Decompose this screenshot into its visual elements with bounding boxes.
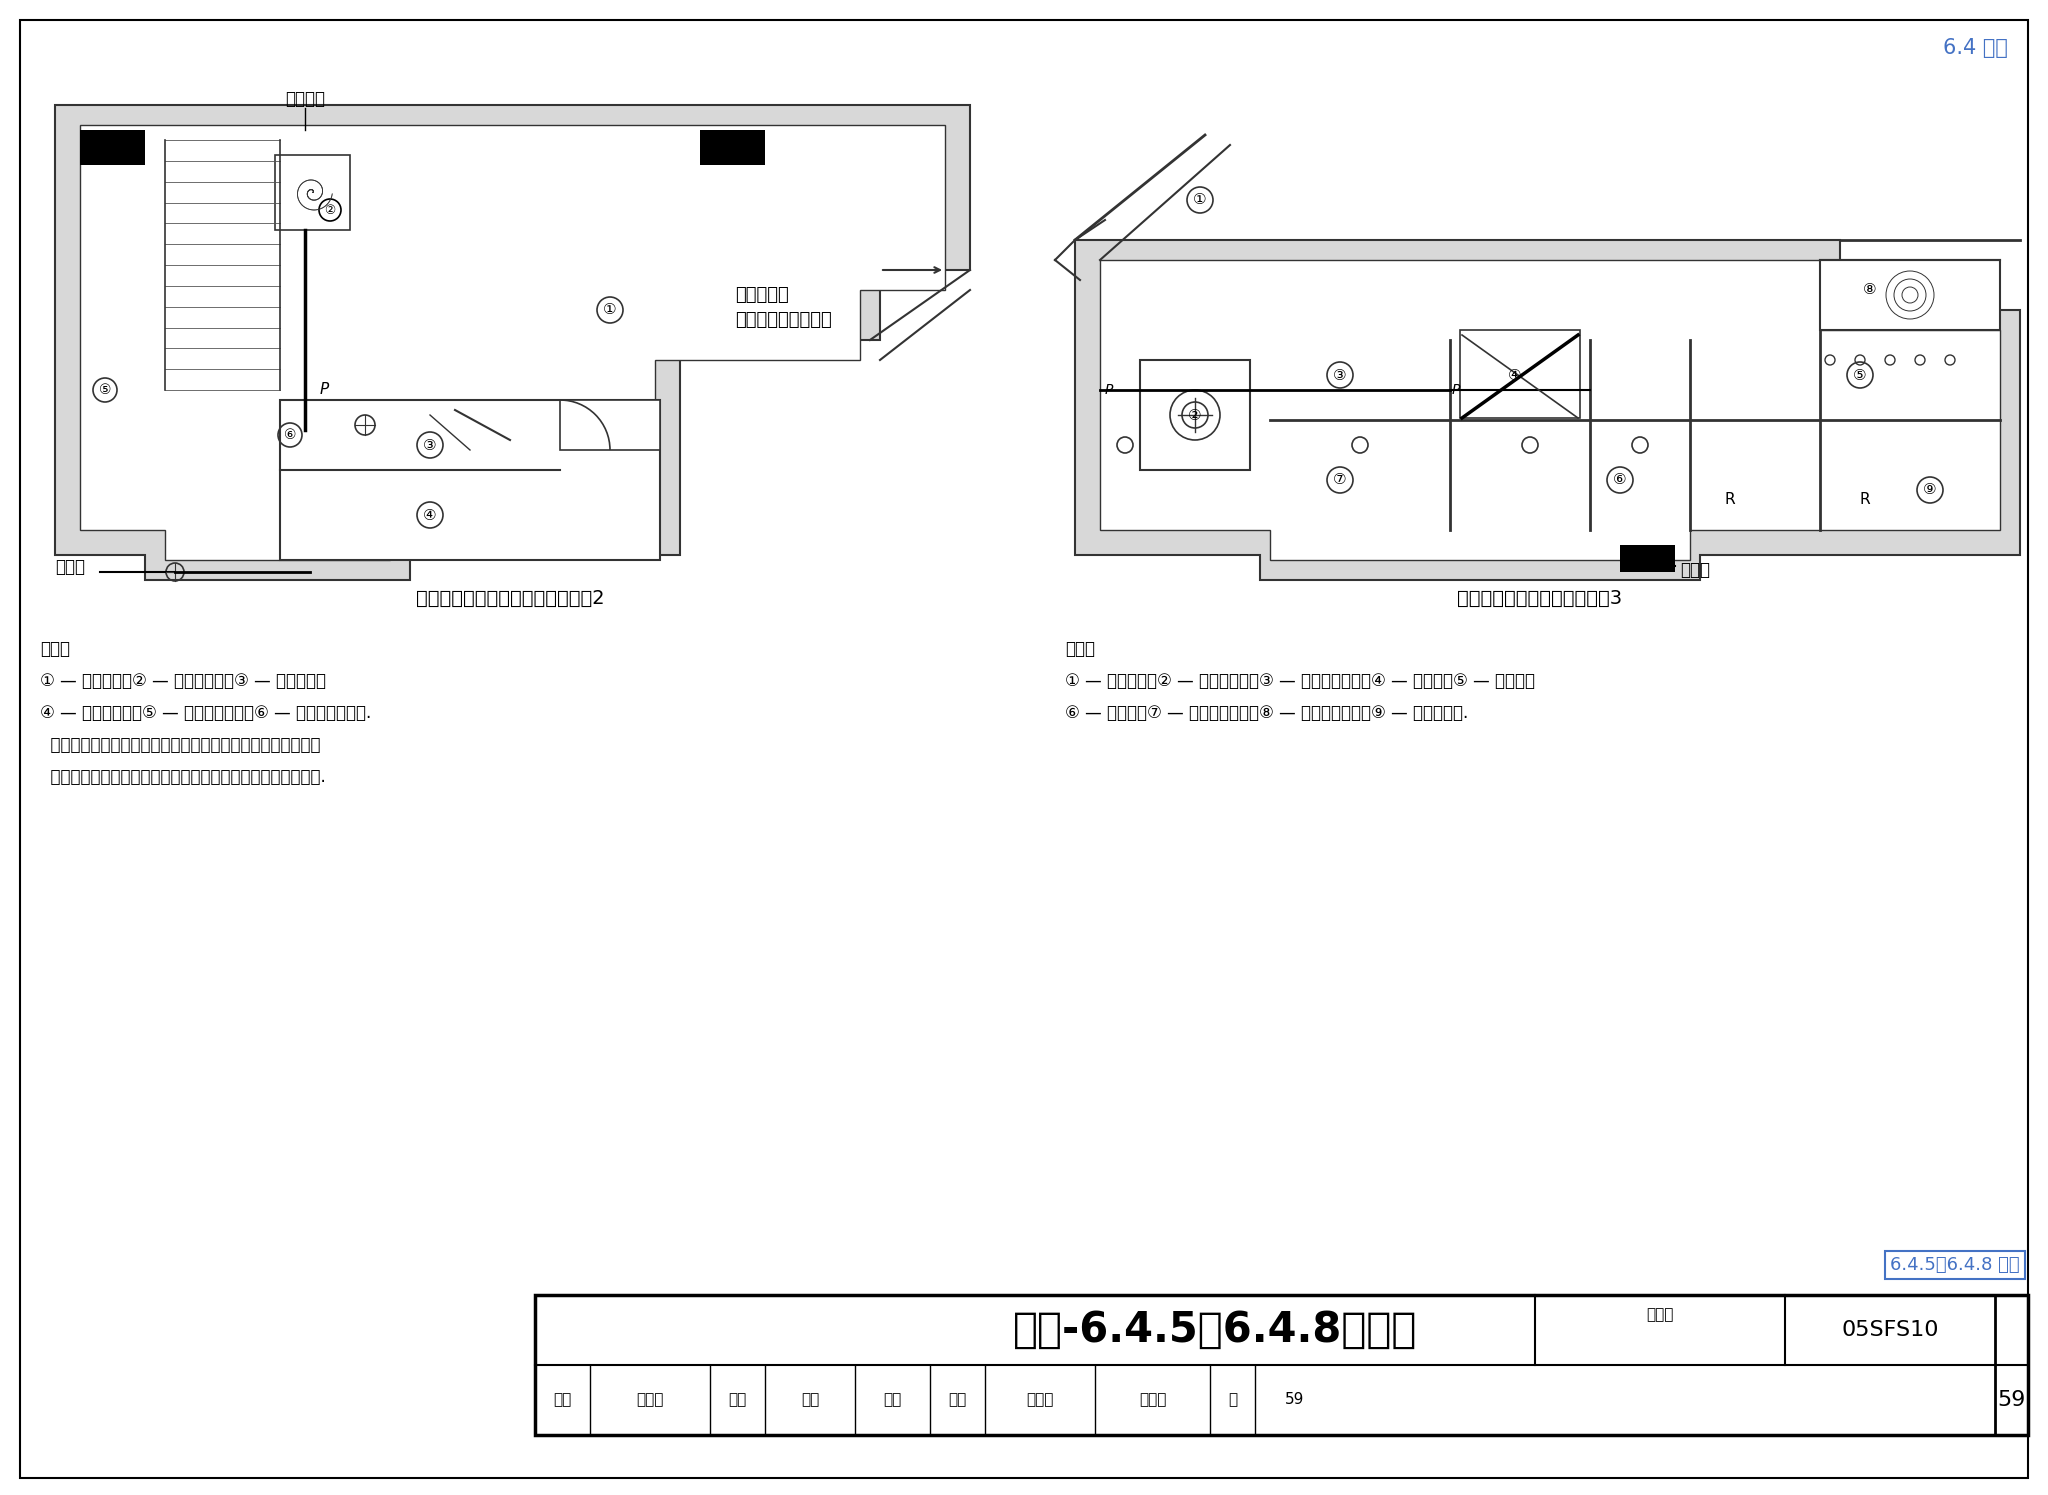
Text: 施培俊: 施培俊: [1026, 1392, 1053, 1407]
Text: ⑦: ⑦: [1333, 472, 1348, 487]
Text: 审核: 审核: [553, 1392, 571, 1407]
Text: ⑤: ⑤: [98, 383, 111, 398]
Text: 校对: 校对: [729, 1392, 748, 1407]
Text: 59: 59: [1286, 1392, 1305, 1407]
Text: ⑥ — 穿衣间；⑦ — 第二防毒通道；⑧ — 洗消水集水坑；⑨ — 室内清洁区.: ⑥ — 穿衣间；⑦ — 第二防毒通道；⑧ — 洗消水集水坑；⑨ — 室内清洁区.: [1065, 704, 1468, 722]
Text: 专多: 专多: [883, 1392, 901, 1407]
Text: ③: ③: [424, 438, 436, 453]
Text: ⑧: ⑧: [1864, 283, 1876, 298]
Bar: [535, 1295, 2028, 1435]
Bar: [1141, 360, 1249, 469]
Polygon shape: [55, 105, 971, 580]
Text: ⑥: ⑥: [285, 428, 297, 443]
Text: ① — 室外通道；② — 口部集水坑；③ — 防毒通道；: ① — 室外通道；② — 口部集水坑；③ — 防毒通道；: [41, 671, 326, 691]
Text: 洗消-6.4.5、6.4.8（续）: 洗消-6.4.5、6.4.8（续）: [1014, 1310, 1417, 1351]
Text: ④: ④: [424, 507, 436, 522]
Text: P: P: [319, 383, 330, 398]
Text: P: P: [1106, 383, 1114, 398]
Text: ②: ②: [1188, 408, 1202, 423]
Text: ①: ①: [604, 302, 616, 317]
Polygon shape: [1100, 260, 2001, 561]
Bar: [274, 155, 350, 230]
Text: ⑨: ⑨: [1923, 483, 1937, 498]
Text: 6.4.5、6.4.8 图示: 6.4.5、6.4.8 图示: [1890, 1256, 2019, 1274]
Text: P: P: [1452, 383, 1460, 398]
Text: 竞勇: 竞勇: [801, 1392, 819, 1407]
Polygon shape: [1075, 241, 2019, 580]
Text: 给水管: 给水管: [1679, 561, 1710, 579]
Text: 防毒通道内的防爆地漏在需要排水时临时打开，不使用时关闭.: 防毒通道内的防爆地漏在需要排水时临时打开，不使用时关闭.: [41, 768, 326, 786]
Text: 6.4 洗消: 6.4 洗消: [1944, 37, 2007, 58]
Bar: [281, 401, 659, 561]
Text: ① — 室外通道；② — 口部集水坑；③ — 第一防毒通道；④ — 脱衣间；⑤ — 淋浴间；: ① — 室外通道；② — 口部集水坑；③ — 第一防毒通道；④ — 脱衣间；⑤ …: [1065, 671, 1536, 691]
Text: 说明：: 说明：: [41, 640, 70, 658]
Text: 动吕俊: 动吕俊: [1139, 1392, 1165, 1407]
Bar: [559, 401, 659, 450]
Text: 图集号: 图集号: [1647, 1308, 1673, 1323]
Text: ⑥: ⑥: [1614, 472, 1626, 487]
Text: R: R: [1860, 492, 1870, 507]
Text: 页: 页: [1229, 1392, 1237, 1407]
Text: ④ — 简易洗消间；⑤ — 防空地下室内；⑥ — 平时雨水截水沟.: ④ — 简易洗消间；⑤ — 防空地下室内；⑥ — 平时雨水截水沟.: [41, 704, 371, 722]
Bar: [80, 130, 145, 164]
Bar: [1620, 546, 1675, 573]
Text: ④: ④: [1507, 368, 1522, 383]
Text: 战时人员主要出入口: 战时人员主要出入口: [735, 311, 831, 329]
Text: 给水管: 给水管: [55, 558, 86, 576]
Bar: [1460, 330, 1579, 419]
Text: 口部排水管及排水口设置图示3: 口部排水管及排水口设置图示3: [1458, 589, 1622, 607]
Text: 设计: 设计: [948, 1392, 967, 1407]
Text: ⑤: ⑤: [1853, 368, 1868, 383]
Text: 平时汽车道: 平时汽车道: [735, 286, 788, 303]
Polygon shape: [80, 126, 944, 561]
Text: ③: ③: [1333, 368, 1348, 383]
Text: ②: ②: [324, 203, 336, 217]
Text: ①: ①: [1194, 193, 1206, 208]
Text: 简易洗消间内的给水龙头兼做口部墙及地面的冲洗龙头使用；: 简易洗消间内的给水龙头兼做口部墙及地面的冲洗龙头使用；: [41, 736, 319, 753]
Text: 临战封堵: 临战封堵: [285, 90, 326, 108]
Bar: [1821, 260, 2001, 330]
Text: 59: 59: [1997, 1390, 2025, 1410]
Text: 杨腊梅: 杨腊梅: [637, 1392, 664, 1407]
Text: 说明：: 说明：: [1065, 640, 1096, 658]
Bar: [700, 130, 766, 164]
Text: 战时主要出入口给排水管设置图示2: 战时主要出入口给排水管设置图示2: [416, 589, 604, 607]
Text: 05SFS10: 05SFS10: [1841, 1320, 1939, 1340]
Text: R: R: [1724, 492, 1735, 507]
